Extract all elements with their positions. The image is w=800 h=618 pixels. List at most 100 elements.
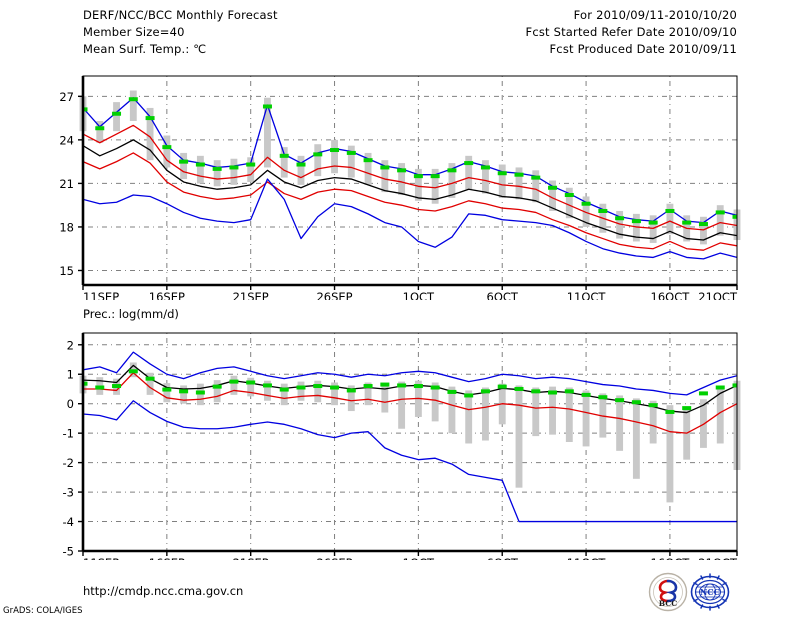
y-tick-label: 1 <box>67 368 74 382</box>
ensemble-mean-marker <box>732 383 737 388</box>
ensemble-mean-marker <box>95 385 105 390</box>
ensemble-mean-marker <box>195 390 205 395</box>
ensemble-mean-marker <box>212 166 222 171</box>
ensemble-mean-marker <box>145 376 155 381</box>
spread-bar <box>180 152 188 180</box>
x-tick-label: 1OCT <box>403 290 435 300</box>
spread-bar <box>515 385 523 488</box>
ensemble-mean-marker <box>648 220 658 225</box>
y-tick-label: -5 <box>63 545 74 559</box>
spread-bar <box>381 160 389 193</box>
x-tick-label: 21OCT <box>698 556 738 560</box>
ensemble-mean-marker <box>430 385 440 390</box>
spread-bar <box>196 155 204 184</box>
spread-bars <box>79 90 741 245</box>
series-line-median <box>83 139 737 241</box>
spread-bar <box>146 107 154 161</box>
ensemble-mean-marker <box>363 384 373 389</box>
x-tick-label: 26SEP <box>316 290 352 300</box>
ensemble-mean-marker <box>581 392 591 397</box>
ensemble-mean-marker <box>330 385 340 390</box>
spread-bar <box>448 386 456 434</box>
ensemble-mean-marker <box>162 387 172 392</box>
x-tick-label: 6OCT <box>487 556 519 560</box>
spread-bar <box>465 390 473 444</box>
spread-bar <box>565 187 573 219</box>
precipitation-svg: -5 -4 -3 -2 -1 0 1 2 11SEP 16SEP 21SEP 26SEP 1OCT 6OC… <box>63 332 741 560</box>
svg-text:NCC: NCC <box>700 587 720 597</box>
precipitation-plot: -5 -4 -3 -2 -1 0 1 2 11SEP 16SEP 21SEP 26SEP 1OCT 6OC… <box>0 300 800 560</box>
spread-bar <box>230 375 238 395</box>
forecast-start-date: Fcst Started Refer Date 2010/09/10 <box>525 25 737 39</box>
ensemble-mean-marker <box>531 389 541 394</box>
spread-bar <box>582 196 590 227</box>
ensemble-mean-marker <box>128 97 138 102</box>
spread-bar <box>532 170 540 203</box>
spread-bar <box>264 97 271 168</box>
ensemble-mean-marker <box>262 104 272 109</box>
spread-bar <box>616 395 624 451</box>
spread-bar <box>549 180 556 211</box>
ensemble-mean-marker <box>212 384 222 389</box>
x-tick-label: 26SEP <box>316 556 352 560</box>
ensemble-mean-marker <box>262 383 272 388</box>
ensemble-mean-marker <box>179 389 189 394</box>
x-tick-label: 21SEP <box>233 556 269 560</box>
spread-bar <box>549 386 556 435</box>
ensemble-mean-marker <box>615 398 625 403</box>
ensemble-mean-marker <box>447 168 457 173</box>
spread-bar <box>364 382 372 406</box>
spread-bar <box>314 144 322 177</box>
axes: 15 18 21 24 27 11SEP 16SEP 21SEP 26SEP 1OCT 6OCT 11… <box>59 75 738 300</box>
ensemble-mean-marker <box>732 214 737 219</box>
spread-bar <box>280 147 288 178</box>
spread-bar <box>146 372 154 395</box>
series-line-maximum <box>83 97 737 224</box>
ensemble-mean-marker <box>346 150 356 155</box>
spread-bar <box>649 400 657 444</box>
spread-bar <box>314 380 322 403</box>
spread-bar <box>331 139 338 174</box>
variable-label: Mean Surf. Temp.: ℃ <box>83 42 207 56</box>
ensemble-mean-marker <box>514 386 524 391</box>
spread-bar <box>532 387 540 437</box>
ensemble-mean-marker <box>112 384 122 389</box>
ensemble-mean-marker <box>296 385 306 390</box>
spread-bar <box>431 382 439 422</box>
x-tick-label: 21OCT <box>698 290 738 300</box>
ensemble-mean-marker <box>564 389 574 394</box>
spread-bar <box>716 205 724 236</box>
series-line-maximum <box>83 351 737 396</box>
svg-text:BCC: BCC <box>659 599 677 608</box>
y-tick-label: -4 <box>63 515 74 529</box>
spread-bar <box>465 155 473 190</box>
ensemble-mean-marker <box>665 208 675 213</box>
spread-bar <box>632 213 640 242</box>
ensemble-mean-marker <box>682 406 692 411</box>
spread-bar <box>96 120 104 143</box>
ensemble-mean-marker <box>464 393 474 398</box>
ensemble-mean-marker <box>480 165 490 170</box>
spread-bar <box>666 203 674 235</box>
spread-bar <box>297 381 305 401</box>
forecast-title: DERF/NCC/BCC Monthly Forecast <box>83 8 278 22</box>
spread-bar <box>331 382 338 406</box>
ncc-logo: NCC <box>690 572 730 612</box>
spread-bar <box>414 168 422 201</box>
spread-bar <box>280 383 288 406</box>
spread-bar <box>163 383 171 403</box>
x-tick-label: 11SEP <box>83 290 119 300</box>
cmdp-url-link[interactable]: http://cmdp.ncc.cma.gov.cn <box>83 584 244 598</box>
spread-bar <box>297 155 305 185</box>
spread-bar <box>398 163 406 196</box>
spread-bar <box>213 380 221 403</box>
ensemble-mean-marker <box>648 403 658 408</box>
y-tick-label: 15 <box>59 264 74 278</box>
ensemble-mean-marker <box>363 158 373 163</box>
ensemble-mean-marker <box>715 385 725 390</box>
x-tick-label: 6OCT <box>487 290 519 300</box>
ensemble-mean-marker <box>397 383 407 388</box>
ensemble-mean-marker <box>246 162 256 167</box>
spread-bar <box>616 210 624 239</box>
ensemble-mean-marker <box>112 111 122 116</box>
